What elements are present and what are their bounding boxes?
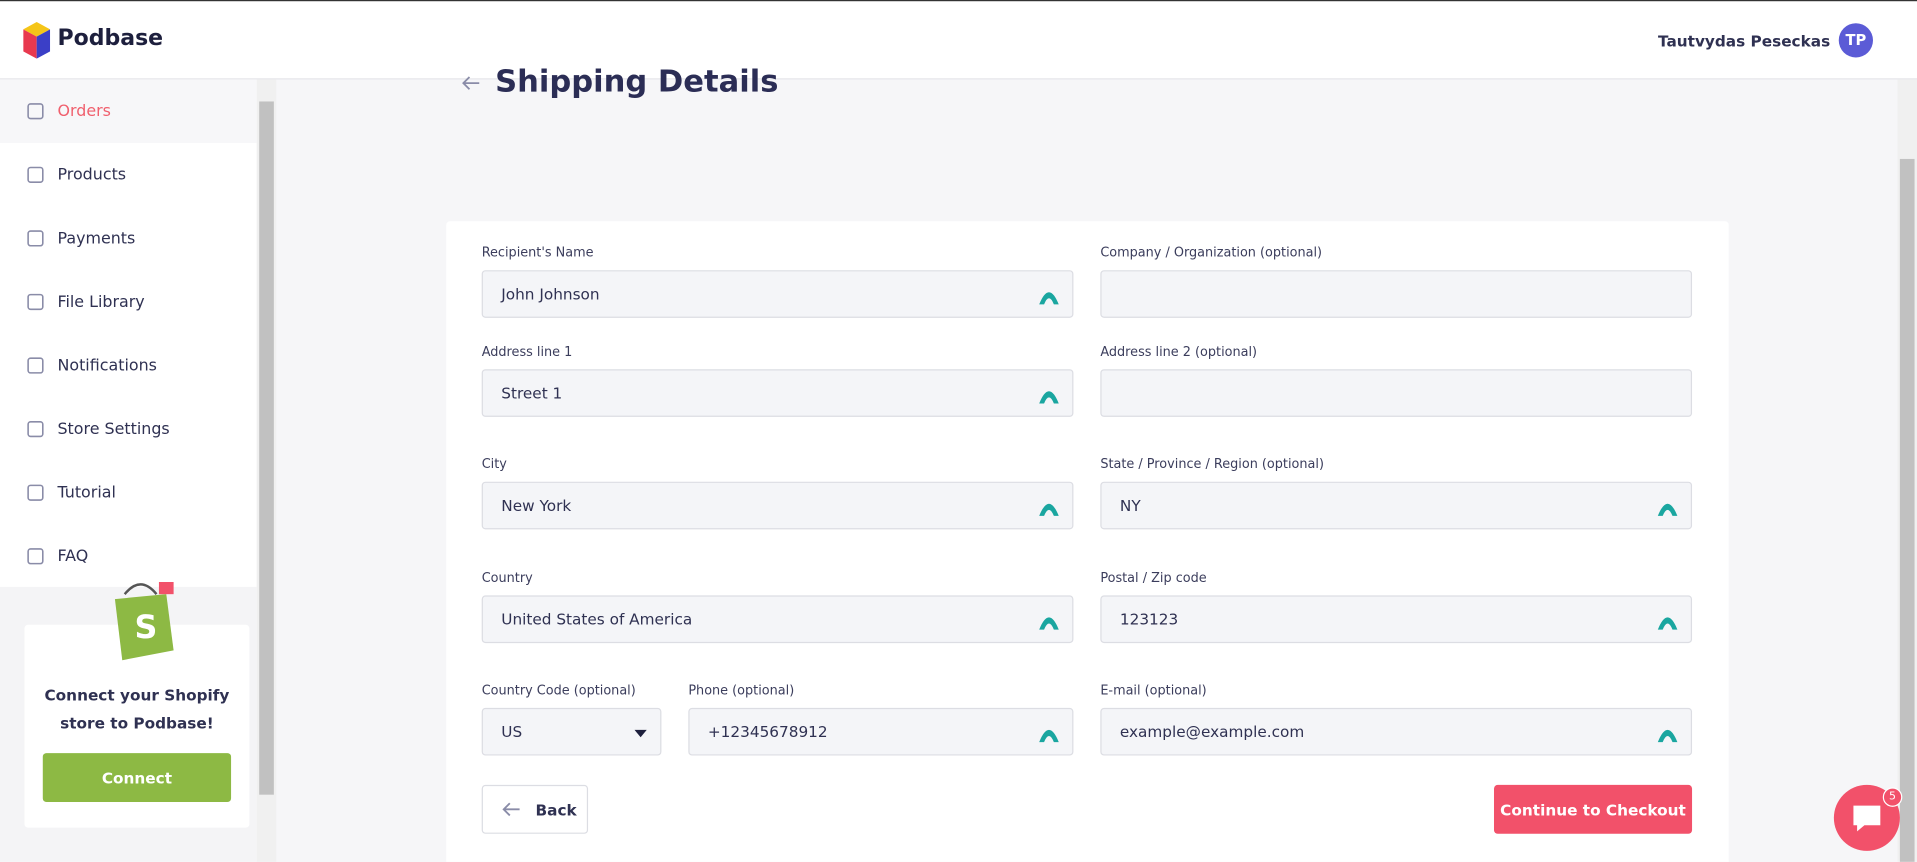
input-value: United States of America (501, 610, 693, 629)
field-label: Phone (optional) (688, 683, 795, 699)
input-value: John Johnson (501, 284, 600, 304)
nav-item[interactable]: FAQ (0, 524, 257, 588)
dropdown-caret (634, 729, 647, 738)
nav-label: Payments (57, 229, 136, 248)
nav-icon (27, 230, 44, 247)
input-value: example@example.com (1119, 722, 1305, 741)
field-label: Address line 2 (optional) (1100, 344, 1258, 360)
text-input[interactable]: NY (1100, 481, 1693, 530)
nav-icon (27, 293, 44, 311)
nav-item[interactable]: Notifications (0, 334, 257, 398)
autofill-icon (1039, 391, 1059, 404)
connect-button[interactable]: Connect (42, 753, 232, 803)
nav-icon (27, 484, 44, 501)
text-input[interactable]: example@example.com (1100, 707, 1693, 756)
field-label: Company / Organization (optional) (1100, 245, 1323, 261)
scrollbar (1897, 79, 1917, 862)
autofill-icon (1039, 617, 1059, 630)
continue-button[interactable]: Continue to Checkout (1493, 784, 1693, 834)
nav-item[interactable]: Tutorial (0, 461, 257, 525)
text-input[interactable]: Street 1 (481, 369, 1074, 417)
nav-label: File Library (57, 292, 145, 312)
promo-line: Connect your Shopify (44, 685, 230, 705)
autofill-icon (1657, 503, 1678, 516)
nav-label: FAQ (57, 547, 89, 566)
header: Podbase Tautvydas Peseckas TP (0, 0, 1917, 80)
input-value: +12345678912 (707, 722, 828, 741)
input-value: New York (501, 496, 572, 515)
chat-badge: 5 (1882, 787, 1903, 807)
logo (23, 22, 51, 59)
nav-icon (27, 357, 44, 374)
promo-text: Connect your Shopify store to Podbase! (24, 681, 249, 737)
promo-card: S Connect your Shopify store to Podbase! … (24, 581, 250, 828)
text-input[interactable] (1100, 270, 1693, 318)
nav-icon (27, 103, 44, 120)
autofill-icon (1039, 292, 1059, 305)
nav-icon (27, 548, 44, 565)
svg-text:S: S (134, 610, 157, 646)
nav-item[interactable]: Orders (0, 79, 257, 144)
text-input[interactable]: United States of America (481, 595, 1074, 644)
back-label: Back (535, 800, 577, 819)
avatar[interactable]: TP (1838, 23, 1873, 58)
field-label: E-mail (optional) (1100, 683, 1207, 699)
back-button[interactable]: Back (481, 784, 589, 834)
sidebar: S Connect your Shopify store to Podbase! … (0, 79, 257, 862)
text-input[interactable]: US (481, 707, 662, 756)
nav-item[interactable]: Store Settings (0, 397, 257, 461)
user-name[interactable]: Tautvydas Peseckas (1657, 31, 1831, 51)
nav-icon (27, 420, 44, 438)
text-input[interactable]: New York (481, 481, 1074, 530)
autofill-icon (1657, 729, 1678, 743)
autofill-icon (1657, 617, 1678, 630)
nav-item[interactable]: Products (0, 143, 257, 207)
autofill-icon (1039, 729, 1059, 743)
field-label: Country (481, 570, 533, 586)
input-value: US (501, 722, 523, 741)
scroll-thumb (259, 101, 274, 795)
scrollbar (256, 79, 277, 862)
nav-item[interactable]: File Library (0, 270, 257, 334)
nav-icon (27, 166, 44, 183)
field-label: Address line 1 (481, 344, 573, 360)
nav-label: Tutorial (57, 483, 116, 502)
field-label: Recipient's Name (481, 245, 594, 261)
field-label: Country Code (optional) (481, 683, 636, 699)
scroll-thumb (1899, 158, 1915, 862)
text-input[interactable]: +12345678912 (688, 707, 1074, 756)
brand: Podbase (57, 25, 164, 52)
nav-label: Notifications (57, 356, 157, 375)
nav-label: Products (57, 165, 127, 184)
field-label: State / Province / Region (optional) (1100, 457, 1324, 472)
autofill-icon (1039, 503, 1059, 516)
field-label: City (481, 457, 507, 472)
nav-label: Orders (57, 102, 111, 121)
chat-button[interactable]: 5 (1833, 784, 1903, 851)
input-value: NY (1119, 496, 1141, 515)
field-label: Postal / Zip code (1100, 570, 1207, 586)
nav-label: Store Settings (57, 419, 170, 439)
shopify-bag: S (114, 581, 174, 661)
back-arrow[interactable] (461, 76, 481, 91)
nav-item[interactable]: Payments (0, 207, 257, 271)
page-title: Shipping Details (495, 63, 779, 100)
promo-line: store to Podbase! (60, 713, 214, 733)
input-value: Street 1 (501, 383, 563, 403)
input-value: 123123 (1119, 610, 1179, 629)
text-input[interactable]: John Johnson (481, 270, 1074, 318)
text-input[interactable]: 123123 (1100, 595, 1693, 644)
text-input[interactable] (1100, 369, 1693, 417)
